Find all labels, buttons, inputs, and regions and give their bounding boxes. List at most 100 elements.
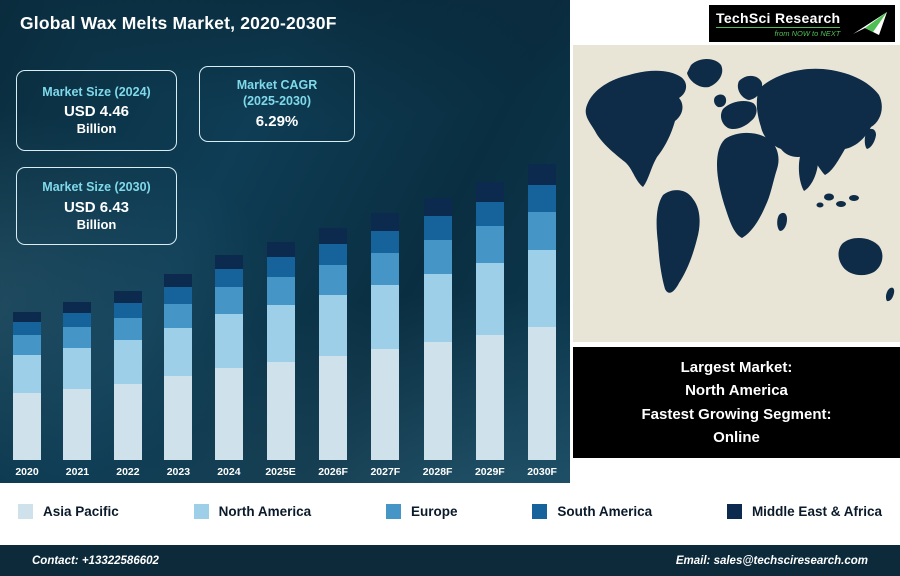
- bar-segment: [371, 230, 400, 254]
- bar-segment: [164, 303, 193, 329]
- caption-line: Fastest Growing Segment:: [641, 405, 832, 423]
- x-axis-label: 2026F: [318, 466, 348, 478]
- bar-stack: [164, 274, 193, 460]
- map-new-zealand: [885, 287, 895, 302]
- market-size-2024-box: Market Size (2024) USD 4.46 Billion: [16, 70, 177, 151]
- map-africa: [717, 132, 779, 238]
- techsci-logo: TechSci Research from NOW to NEXT: [709, 5, 895, 42]
- bar-stack: [423, 197, 452, 460]
- bar-segment: [266, 241, 295, 258]
- market-size-2030-unit: Billion: [76, 216, 117, 232]
- legend-label: Middle East & Africa: [751, 504, 882, 519]
- legend-swatch: [385, 504, 401, 519]
- legend-swatch: [726, 504, 742, 519]
- map-island: [824, 193, 834, 201]
- email-info: Email: sales@techsciresearch.com: [675, 554, 868, 567]
- map-europe: [720, 101, 757, 130]
- bar-stack: [475, 182, 504, 460]
- bar-stack: [13, 311, 41, 460]
- x-axis-label: 2027F: [370, 466, 401, 478]
- logo-tagline: from NOW to NEXT: [716, 26, 841, 38]
- market-caption: Largest Market: North America Fastest Gr…: [573, 347, 900, 458]
- bar-segment: [63, 301, 92, 313]
- bar-segment: [63, 347, 92, 389]
- bar-stack: [214, 254, 243, 460]
- map-madagascar: [777, 212, 787, 231]
- bar-segment: [475, 226, 504, 263]
- bar-group: 2027F: [370, 213, 400, 478]
- bar-segment: [371, 349, 400, 460]
- bar-segment: [164, 328, 193, 377]
- bar-group: 2023: [164, 274, 193, 478]
- bar-segment: [164, 287, 193, 304]
- bar-segment: [475, 262, 504, 335]
- map-island: [816, 202, 824, 208]
- bar-segment: [528, 211, 557, 251]
- x-axis-label: 2025E: [265, 466, 296, 478]
- map-island: [836, 201, 846, 207]
- bar-segment: [214, 287, 243, 315]
- bar-segment: [319, 244, 348, 265]
- bar-segment: [423, 341, 452, 460]
- map-island: [849, 195, 859, 201]
- legend-swatch: [18, 504, 33, 519]
- bar-segment: [214, 269, 243, 288]
- bar-segment: [13, 311, 41, 323]
- x-axis-label: 2021: [65, 466, 90, 478]
- legend-label: South America: [557, 504, 653, 519]
- market-size-2030-label: Market Size (2030): [42, 180, 151, 195]
- bar-segment: [371, 253, 400, 286]
- bar-segment: [475, 334, 504, 460]
- world-map: [573, 45, 900, 342]
- bar-segment: [113, 303, 142, 319]
- legend-item: Middle East & Africa: [726, 504, 882, 519]
- x-axis-label: 2023: [166, 466, 191, 478]
- market-size-2024-value: USD 4.46: [63, 103, 130, 121]
- bar-group: 2029F: [475, 182, 505, 478]
- contact-info: Contact: +13322586602: [32, 554, 159, 567]
- legend-label: Europe: [410, 504, 458, 519]
- bar-segment: [371, 213, 400, 231]
- caption-line: North America: [685, 382, 788, 400]
- bar-stack: [63, 301, 92, 460]
- bar-segment: [266, 362, 295, 460]
- bar-segment: [113, 318, 142, 341]
- bar-segment: [164, 274, 193, 288]
- bar-segment: [423, 273, 452, 342]
- map-north-america: [585, 70, 687, 187]
- bar-chart: 2020 2021 2022 2023 2024 2025E 2026F 2027F 2028F…: [13, 38, 557, 478]
- map-australia: [838, 237, 883, 276]
- map-japan: [864, 128, 876, 149]
- bar-segment: [528, 327, 557, 460]
- world-map-svg: [585, 59, 895, 302]
- legend-item: North America: [193, 504, 312, 519]
- market-size-2030-value: USD 6.43: [63, 198, 130, 216]
- market-size-2024-label: Market Size (2024): [42, 84, 151, 99]
- bar-segment: [475, 182, 504, 202]
- map-greenland: [687, 59, 723, 88]
- market-cagr-value: 6.29%: [255, 112, 299, 130]
- bar-stack: [371, 213, 400, 460]
- logo-text-block: TechSci Research from NOW to NEXT: [716, 10, 841, 38]
- chart-legend: Asia Pacific North America Europe South Ame…: [0, 489, 900, 534]
- bar-segment: [63, 327, 92, 348]
- bar-stack: [266, 241, 295, 460]
- x-axis-label: 2020: [15, 466, 39, 478]
- bar-segment: [214, 367, 243, 460]
- bar-segment: [475, 201, 504, 227]
- bar-segment: [113, 384, 142, 460]
- market-cagr-label: Market CAGR: [236, 78, 318, 93]
- legend-swatch: [532, 504, 548, 519]
- bar-group: 2026F: [318, 228, 348, 478]
- bar-segment: [164, 376, 193, 460]
- bar-segment: [13, 354, 41, 394]
- legend-label: North America: [218, 504, 312, 519]
- x-axis-label: 2022: [116, 466, 140, 478]
- bar-segment: [13, 335, 41, 355]
- bar-segment: [266, 305, 295, 362]
- bar-segment: [63, 312, 92, 328]
- bar-segment: [113, 340, 142, 385]
- map-scandinavia: [737, 75, 763, 100]
- chart-panel: Global Wax Melts Market, 2020-2030F Mark…: [0, 0, 570, 483]
